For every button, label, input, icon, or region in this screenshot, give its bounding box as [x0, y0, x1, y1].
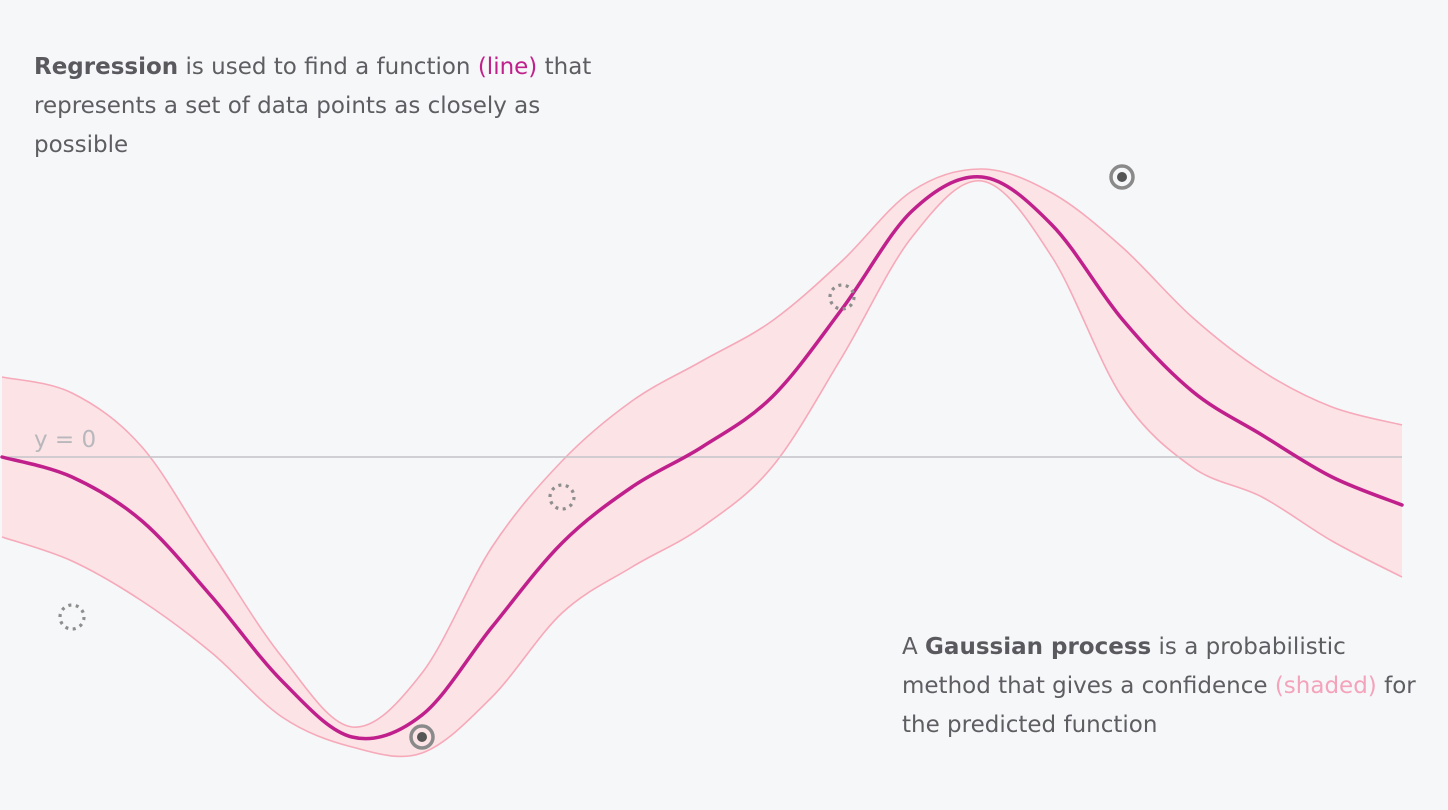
observed-point	[1109, 164, 1135, 190]
gp-text-b: for the predicted function	[902, 673, 1416, 738]
regression-text-a: is used to find a function	[178, 54, 478, 80]
candidate-point	[58, 603, 86, 631]
line-legend-word: (line)	[477, 54, 538, 80]
observed-point-dot	[417, 732, 427, 742]
observed-point	[409, 724, 435, 750]
regression-text-b: that represents a set of data points as …	[34, 54, 592, 158]
candidate-point	[828, 283, 856, 311]
shaded-legend-word: (shaded)	[1274, 673, 1377, 699]
confidence-upper-edge	[1, 168, 1403, 728]
data-points	[58, 164, 1135, 750]
candidate-point-ring	[828, 283, 856, 311]
gp-text-a: is a probabilistic method that gives a c…	[902, 634, 1346, 699]
candidate-point-ring	[58, 603, 86, 631]
observed-point-ring	[1109, 164, 1135, 190]
observed-point-ring	[409, 724, 435, 750]
predicted-function-line	[0, 175, 1404, 741]
zero-axis-label: y = 0	[34, 427, 96, 453]
regression-caption: Regression is used to find a function (l…	[34, 48, 624, 165]
gp-text-prefix: A	[902, 634, 926, 660]
gaussian-process-caption: A Gaussian process is a probabilistic me…	[902, 628, 1422, 745]
candidate-point-ring	[548, 483, 576, 511]
gaussian-process-term: Gaussian process	[925, 634, 1152, 660]
candidate-point	[548, 483, 576, 511]
regression-term: Regression	[34, 54, 179, 80]
confidence-lower-edge	[1, 180, 1403, 758]
confidence-band	[2, 168, 1402, 757]
observed-point-dot	[1117, 172, 1127, 182]
